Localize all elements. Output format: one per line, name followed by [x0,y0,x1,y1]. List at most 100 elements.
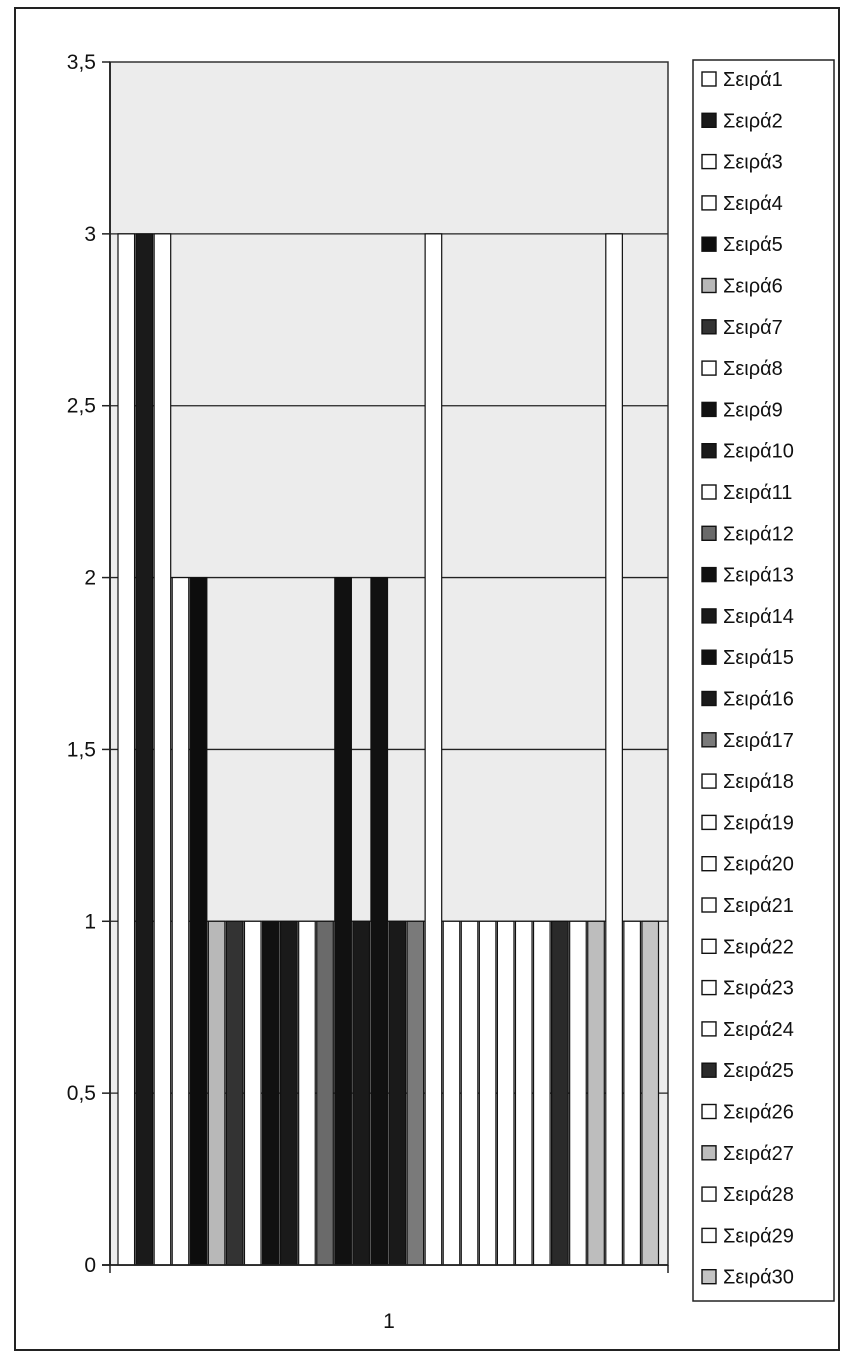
chart-frame [14,7,840,1351]
legend-swatch [701,1103,717,1120]
legend-label: Σειρά26 [723,1102,794,1124]
bar [207,920,226,1266]
legend-label: Σειρά23 [723,978,794,1000]
legend-label: Σειρά12 [723,523,794,545]
legend-swatch [701,71,717,87]
legend-label: Σειρά9 [723,399,783,421]
y-tick-label: 1,5 [67,738,96,761]
legend-label: Σειρά28 [723,1184,794,1206]
legend-label: Σειρά15 [723,647,794,669]
legend-swatch [701,566,717,583]
legend-label: Σειρά3 [723,152,783,174]
bar [550,920,569,1266]
x-tick-label: 1 [383,1310,395,1333]
bar [605,233,623,1266]
legend-swatch [701,319,717,335]
legend-label: Σειρά11 [723,482,792,504]
legend-label: Σειρά14 [723,606,794,628]
legend-label: Σειρά13 [723,565,794,587]
legend-label: Σειρά27 [723,1143,794,1165]
legend-swatch [701,1227,717,1244]
legend-label: Σειρά30 [723,1267,794,1289]
bar [316,920,334,1266]
legend-swatch [701,1021,717,1037]
bar [514,920,533,1266]
legend-swatch [701,1186,717,1202]
bar [189,576,208,1266]
legend-swatch [701,525,717,541]
legend-label: Σειρά16 [723,689,794,711]
legend-label: Σειρά25 [723,1060,794,1082]
y-tick-label: 3,5 [67,51,96,74]
bar [261,920,280,1266]
legend-label: Σειρά22 [723,936,794,958]
legend-swatch [701,401,717,418]
bar [280,920,298,1266]
y-tick-label: 2,5 [67,395,96,418]
bar [225,920,244,1266]
legend-swatch [701,1062,717,1078]
legend-swatch [701,690,717,707]
bar [135,233,154,1266]
legend-label: Σειρά20 [723,854,794,876]
legend-swatch [701,153,717,170]
bar [352,920,371,1266]
legend-label: Σειρά1 [723,69,783,91]
bar [496,920,515,1266]
legend-label: Σειρά4 [723,193,783,215]
bar [623,920,642,1266]
legend-label: Σειρά10 [723,441,794,463]
legend-swatch [701,195,717,211]
legend-swatch [701,443,717,459]
legend-swatch [701,979,717,996]
legend-label: Σειρά8 [723,358,783,380]
bar [478,920,497,1266]
legend-label: Σειρά6 [723,276,783,298]
legend-swatch [701,938,717,954]
y-tick-label: 1 [84,910,96,933]
bar [171,576,190,1266]
legend-label: Σειρά24 [723,1019,794,1041]
legend-swatch [701,773,717,789]
bar [460,920,479,1266]
legend-swatch [701,649,717,665]
y-tick-label: 3 [84,223,96,246]
legend-swatch [701,1268,717,1285]
legend-swatch [701,856,717,872]
legend-swatch [701,484,717,500]
bar [334,576,352,1266]
legend-swatch [701,608,717,624]
legend-swatch [701,236,717,252]
legend-label: Σειρά21 [723,895,794,917]
legend-swatch [701,277,717,294]
legend-swatch [701,360,717,376]
bar [298,920,316,1266]
legend-label: Σειρά17 [723,730,794,752]
legend-swatch [701,112,717,129]
y-tick-label: 2 [84,567,96,590]
legend-swatch [701,814,717,831]
bar [442,920,461,1266]
bar [153,233,172,1266]
legend-label: Σειρά19 [723,812,794,834]
bar [243,920,262,1266]
legend-label: Σειρά29 [723,1225,794,1247]
bar [370,576,389,1266]
legend-swatch [701,897,717,913]
bar [569,920,587,1266]
bar [587,920,605,1266]
legend-swatch [701,732,717,748]
bar [532,920,551,1266]
bar [388,920,407,1266]
bar [424,233,443,1266]
bar [117,233,136,1266]
legend-label: Σειρά2 [723,110,783,132]
bar [641,920,660,1266]
legend-swatch [701,1145,717,1161]
y-tick-label: 0 [84,1254,96,1277]
y-tick-label: 0,5 [67,1082,96,1105]
legend-label: Σειρά18 [723,771,794,793]
legend-label: Σειρά5 [723,234,783,256]
legend-box [692,59,835,1302]
